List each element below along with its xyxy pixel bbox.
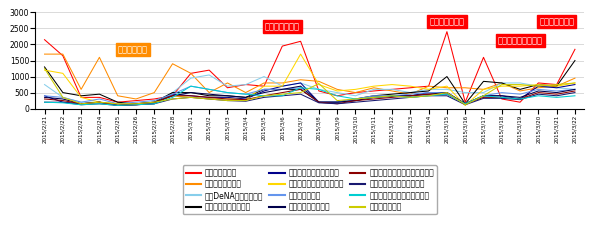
Legend: 広島東洋カープ, 読売ジャイアンツ, 横浜DeNAベイスターズ, 千葉ロッテマリーンズ, 東京ヤクルトスワローズ, 福岡ソフトバンクホークス, 中日ドラゴンズ,: 広島東洋カープ, 読売ジャイアンツ, 横浜DeNAベイスターズ, 千葉ロッテマリ… bbox=[182, 165, 437, 214]
Text: 「アメトーク」放送: 「アメトーク」放送 bbox=[497, 36, 543, 45]
Text: 堂上選手負傍: 堂上選手負傍 bbox=[118, 45, 148, 54]
Text: 黒田投手登板日: 黒田投手登板日 bbox=[539, 17, 574, 26]
Text: 黒田投手登板日: 黒田投手登板日 bbox=[265, 22, 300, 31]
Text: 黒田投手登板日: 黒田投手登板日 bbox=[430, 17, 464, 26]
